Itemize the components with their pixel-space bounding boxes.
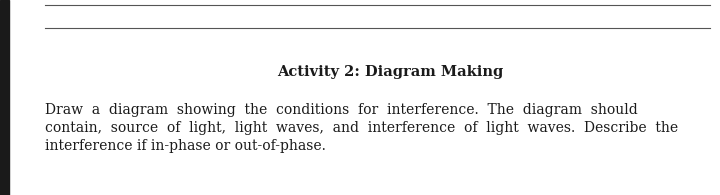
Text: interference if in-phase or out-of-phase.: interference if in-phase or out-of-phase… [45, 139, 326, 153]
Text: contain,  source  of  light,  light  waves,  and  interference  of  light  waves: contain, source of light, light waves, a… [45, 121, 678, 135]
Text: Activity 2: Diagram Making: Activity 2: Diagram Making [277, 65, 503, 79]
Bar [0, 0, 9, 195]
Text: Draw  a  diagram  showing  the  conditions  for  interference.  The  diagram  sh: Draw a diagram showing the conditions fo… [45, 103, 638, 117]
